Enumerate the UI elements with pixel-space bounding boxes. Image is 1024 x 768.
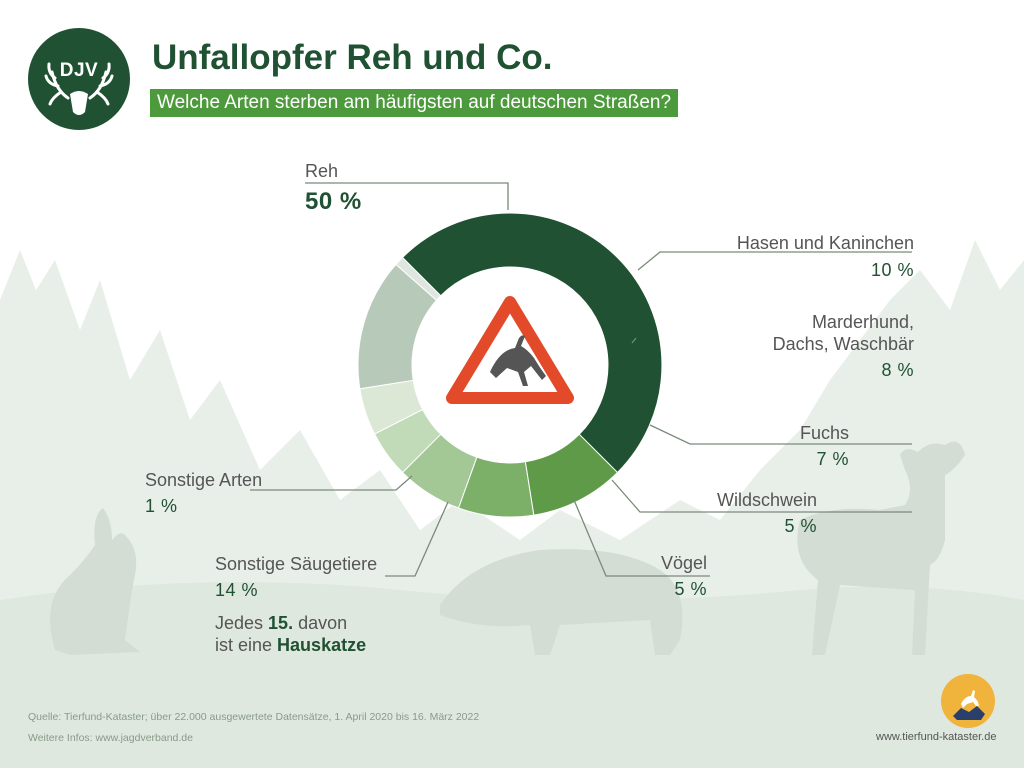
label-sonstige-saeugetiere: Sonstige Säugetiere <box>215 554 378 574</box>
tierfund-kataster-logo <box>941 674 995 728</box>
value-sonstige-saeugetiere: 14 % <box>215 580 259 600</box>
value-hasen: 10 % <box>870 260 914 280</box>
logo-text: DJV <box>59 60 99 81</box>
label-marderhund-line1: Marderhund, <box>811 312 914 332</box>
page-title: Unfallopfer Reh und Co. <box>152 38 553 77</box>
label-marderhund-line2: Dachs, Waschbär <box>772 334 914 354</box>
doe-silhouette <box>797 441 965 655</box>
value-fuchs: 7 % <box>816 449 849 469</box>
value-reh: 50 % <box>305 188 362 215</box>
leader-lines <box>250 182 912 577</box>
deer-crossing-warning-icon <box>446 296 574 404</box>
value-wildschwein: 5 % <box>784 516 817 536</box>
website-link[interactable]: www.tierfund-kataster.de <box>876 731 997 743</box>
page-subtitle: Welche Arten sterben am häufigsten auf d… <box>150 89 679 117</box>
note-line2: ist eine Hauskatze <box>215 635 367 655</box>
donut-slices <box>357 212 663 518</box>
label-reh: Reh <box>305 161 339 181</box>
note-line1: Jedes 15. davon <box>215 613 348 633</box>
label-sonstige-arten: Sonstige Arten <box>145 470 263 490</box>
source-note: Quelle: Tierfund-Kataster; über 22.000 a… <box>28 711 480 723</box>
value-marderhund: 8 % <box>881 360 914 380</box>
value-voegel: 5 % <box>674 579 707 599</box>
label-wildschwein: Wildschwein <box>716 490 817 510</box>
label-hasen: Hasen und Kaninchen <box>736 233 914 253</box>
label-voegel: Vögel <box>660 553 707 573</box>
antler-icon <box>44 62 114 115</box>
info-link[interactable]: Weitere Infos: www.jagdverband.de <box>28 732 193 744</box>
label-fuchs: Fuchs <box>799 423 849 443</box>
hare-silhouette <box>50 508 140 655</box>
note-number: 15. <box>268 613 294 633</box>
djv-logo: DJV <box>28 28 130 130</box>
value-sonstige-arten: 1 % <box>145 496 178 516</box>
note-hauskatze: Hauskatze <box>277 635 367 655</box>
